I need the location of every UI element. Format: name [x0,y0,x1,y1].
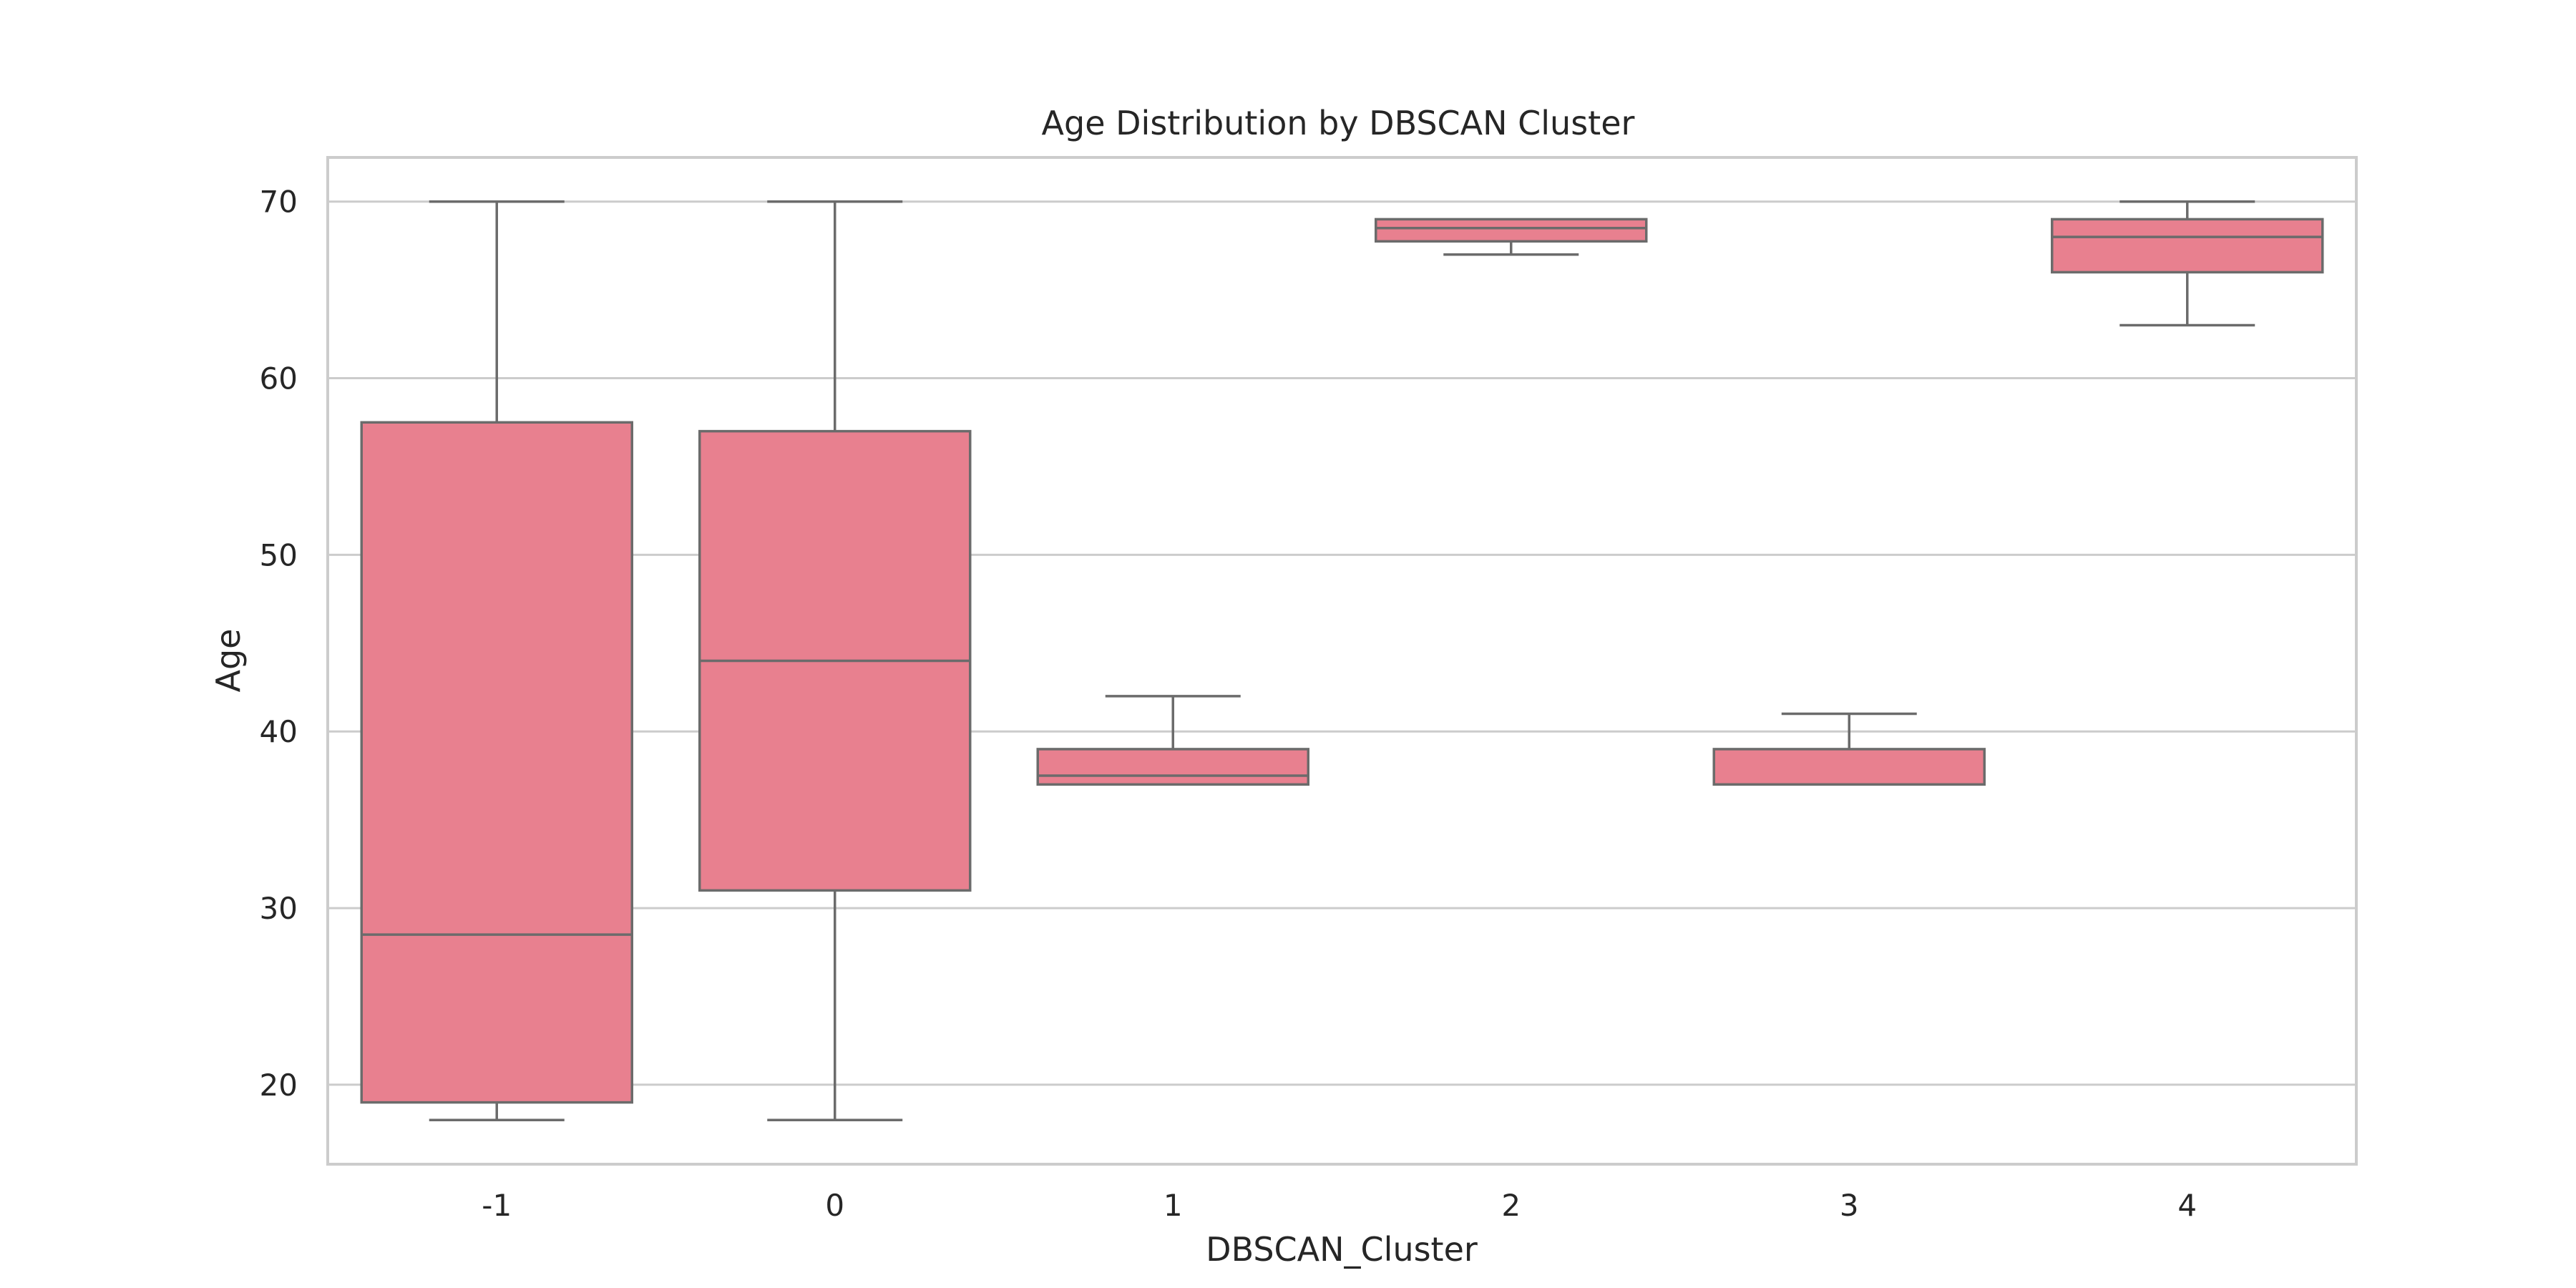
box-iqr [1375,218,1648,243]
x-tick-label: 2 [1501,1188,1521,1223]
x-axis-label: DBSCAN_Cluster [1206,1230,1478,1269]
box-iqr [2051,218,2324,274]
plot-frame [326,156,2358,1166]
box-group [1375,218,1648,256]
x-tick-labels: -1 0 1 2 3 4 [482,1188,2197,1223]
boxes [360,200,2324,1122]
chart-title: Age Distribution by DBSCAN Cluster [1042,104,1635,142]
x-tick-label: 1 [1163,1188,1183,1223]
box-iqr [360,421,633,1104]
y-tick-label: 50 [260,537,298,572]
y-tick-label: 60 [260,361,298,396]
x-tick-label: 4 [2177,1188,2197,1223]
y-tick-label: 40 [260,714,298,749]
x-tick-label: 0 [825,1188,844,1223]
box-group [1036,695,1309,786]
grid-lines [328,200,2356,1086]
box-group [1712,712,1986,786]
y-axis-label: Age [209,629,248,693]
box-iqr [1712,748,1986,786]
y-tick-label: 30 [260,891,298,926]
box-iqr [1036,748,1309,786]
box-group [2051,200,2324,327]
box-group [360,200,633,1122]
y-tick-label: 70 [260,185,298,220]
y-tick-label: 20 [260,1068,298,1103]
box-group [698,200,972,1122]
y-tick-labels: 20 30 40 50 60 70 [260,185,298,1103]
x-tick-label: 3 [1840,1188,1859,1223]
x-tick-label: -1 [482,1188,512,1223]
